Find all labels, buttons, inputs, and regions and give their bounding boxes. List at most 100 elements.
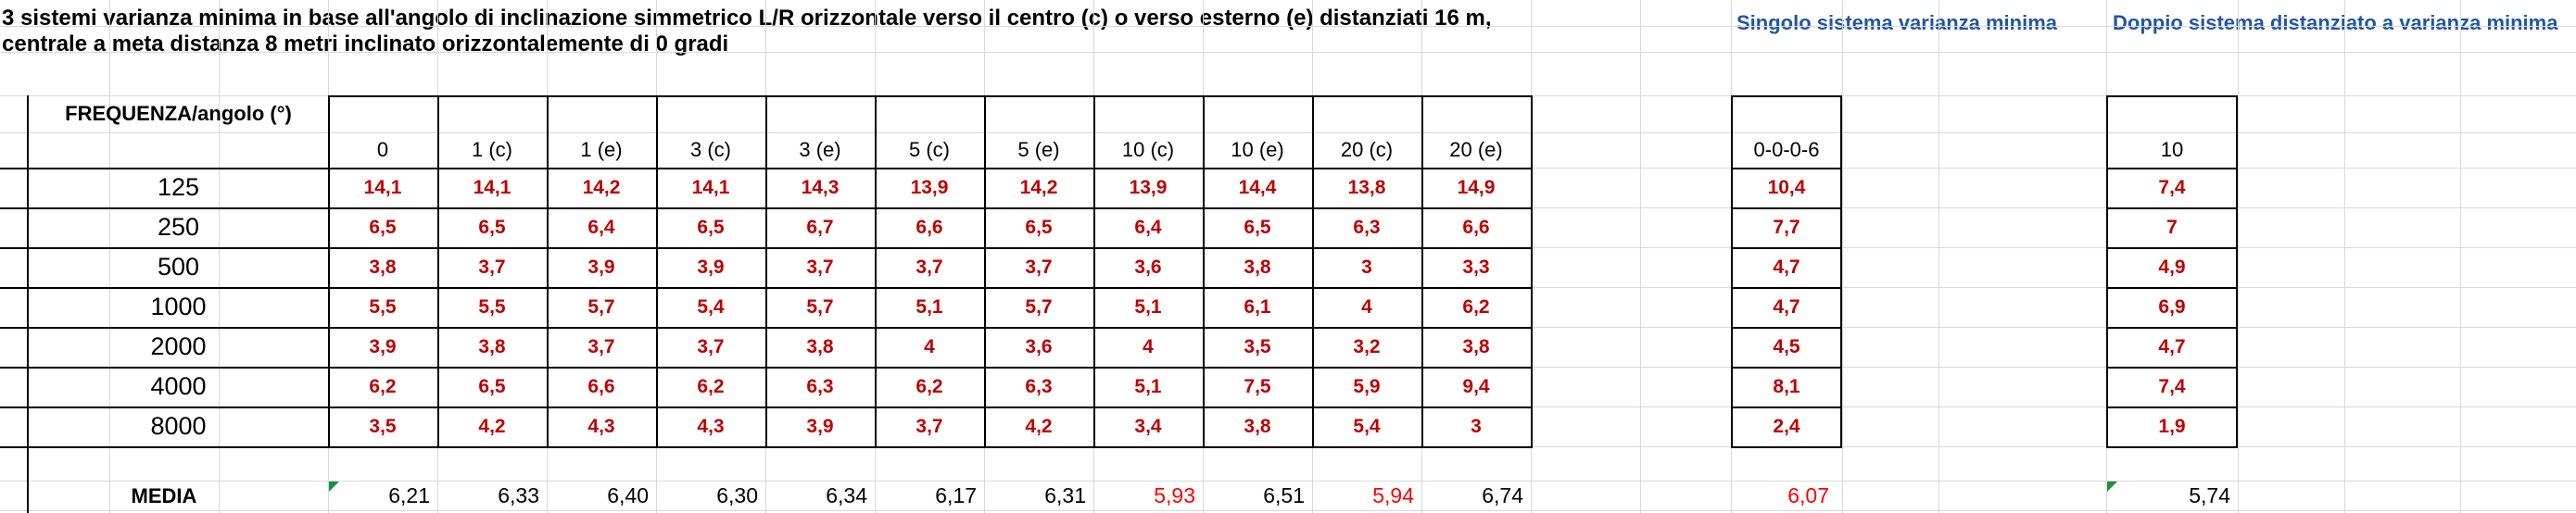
value-cell[interactable]: 3,9 [369,335,397,357]
value-cell[interactable]: 14,3 [801,176,840,198]
value-cell[interactable]: 6,5 [1025,216,1053,238]
value-cell[interactable]: 3,2 [1353,335,1381,357]
value-cell[interactable]: 4,3 [697,415,725,437]
singolo-value-cell[interactable]: 4,7 [1773,295,1800,318]
singolo-value-cell[interactable]: 10,4 [1767,176,1806,198]
value-cell[interactable]: 5,4 [697,295,725,318]
value-cell[interactable]: 3,6 [1134,256,1162,278]
media-value-cell[interactable]: 6,31 [1044,483,1086,507]
singolo-value-cell[interactable]: 2,4 [1773,415,1800,437]
value-cell[interactable]: 6,5 [697,216,725,238]
value-cell[interactable]: 6,4 [587,216,615,238]
media-value-cell[interactable]: 6,34 [826,483,867,507]
value-cell[interactable]: 5,5 [478,295,506,318]
value-cell[interactable]: 3,7 [1025,256,1053,278]
value-cell[interactable]: 4,2 [478,415,506,437]
value-cell[interactable]: 6,6 [915,216,943,238]
value-cell[interactable]: 3,9 [587,256,615,278]
value-cell[interactable]: 5,1 [1134,375,1162,397]
doppio-value-cell[interactable]: 4,7 [2158,335,2186,357]
frequency-cell[interactable]: 2000 [150,332,207,360]
media-value-cell[interactable]: 5,93 [1154,483,1195,507]
value-cell[interactable]: 13,9 [1129,176,1168,198]
value-cell[interactable]: 3,7 [806,256,834,278]
value-cell[interactable]: 6,2 [697,375,725,397]
doppio-value-cell[interactable]: 6,9 [2158,295,2186,318]
value-cell[interactable]: 3,4 [1134,415,1162,437]
value-cell[interactable]: 4 [1361,295,1372,318]
value-cell[interactable]: 3,8 [806,335,834,357]
frequency-cell[interactable]: 125 [157,173,200,201]
value-cell[interactable]: 5,1 [1134,295,1162,318]
value-cell[interactable]: 3,9 [697,256,725,278]
doppio-value-cell[interactable]: 7,4 [2158,176,2186,198]
value-cell[interactable]: 3,8 [1462,335,1490,357]
media-value-cell[interactable]: 6,33 [498,483,539,507]
value-cell[interactable]: 5,5 [369,295,397,318]
value-cell[interactable]: 3,7 [697,335,725,357]
value-cell[interactable]: 6,3 [1353,216,1381,238]
doppio-value-cell[interactable]: 7,4 [2158,375,2186,397]
value-cell[interactable]: 6,2 [915,375,943,397]
value-cell[interactable]: 6,4 [1134,216,1162,238]
angle-col-header[interactable]: 20 (c) [1340,138,1394,161]
value-cell[interactable]: 3,3 [1462,256,1490,278]
singolo-value-cell[interactable]: 4,5 [1773,335,1800,357]
value-cell[interactable]: 3,5 [369,415,397,437]
angle-col-header[interactable]: 20 (e) [1449,138,1503,161]
value-cell[interactable]: 5,9 [1353,375,1381,397]
value-cell[interactable]: 3,8 [369,256,397,278]
frequency-cell[interactable]: 4000 [150,372,207,400]
value-cell[interactable]: 7,5 [1244,375,1271,397]
value-cell[interactable]: 3,5 [1244,335,1271,357]
value-cell[interactable]: 3,7 [587,335,615,357]
value-cell[interactable]: 14,2 [582,176,621,198]
value-cell[interactable]: 5,7 [806,295,834,318]
doppio-value-cell[interactable]: 4,9 [2158,256,2186,278]
value-cell[interactable]: 3 [1471,415,1482,437]
angle-col-header[interactable]: 5 (c) [909,138,950,161]
angle-col-header[interactable]: 10 (e) [1231,138,1284,161]
value-cell[interactable]: 14,1 [363,176,402,198]
doppio-value-cell[interactable]: 7 [2166,216,2178,238]
value-cell[interactable]: 3,8 [1244,415,1271,437]
singolo-value-cell[interactable]: 7,7 [1773,216,1800,238]
value-cell[interactable]: 5,7 [1025,295,1053,318]
value-cell[interactable]: 6,7 [806,216,834,238]
value-cell[interactable]: 3,8 [1244,256,1271,278]
value-cell[interactable]: 6,2 [1462,295,1490,318]
frequency-cell[interactable]: 500 [157,253,200,281]
angle-col-header[interactable]: 3 (e) [799,138,841,161]
media-value-cell[interactable]: 6,30 [716,483,758,507]
singolo-col-header[interactable]: 0-0-0-6 [1753,138,1820,161]
value-cell[interactable]: 6,6 [587,375,615,397]
value-cell[interactable]: 14,9 [1457,176,1496,198]
value-cell[interactable]: 3 [1361,256,1372,278]
value-cell[interactable]: 3,8 [478,335,506,357]
value-cell[interactable]: 6,6 [1462,216,1490,238]
value-cell[interactable]: 3,7 [915,256,943,278]
value-cell[interactable]: 9,4 [1462,375,1490,397]
singolo-value-cell[interactable]: 4,7 [1773,256,1800,278]
frequency-cell[interactable]: 8000 [150,412,207,440]
media-value-cell[interactable]: 6,17 [935,483,977,507]
singolo-value-cell[interactable]: 8,1 [1773,375,1800,397]
value-cell[interactable]: 4 [924,335,935,357]
value-cell[interactable]: 6,5 [369,216,397,238]
doppio-value-cell[interactable]: 1,9 [2158,415,2186,437]
value-cell[interactable]: 14,2 [1019,176,1058,198]
angle-col-header[interactable]: 10 (c) [1121,138,1175,161]
frequency-cell[interactable]: 250 [157,213,200,241]
value-cell[interactable]: 5,7 [587,295,615,318]
value-cell[interactable]: 3,6 [1025,335,1053,357]
value-cell[interactable]: 6,2 [369,375,397,397]
value-cell[interactable]: 6,5 [1244,216,1271,238]
value-cell[interactable]: 3,7 [478,256,506,278]
value-cell[interactable]: 13,8 [1347,176,1386,198]
value-cell[interactable]: 5,1 [915,295,943,318]
value-cell[interactable]: 6,1 [1244,295,1271,318]
value-cell[interactable]: 4,2 [1025,415,1053,437]
media-value-cell[interactable]: 6,21 [388,483,430,507]
value-cell[interactable]: 4,3 [587,415,615,437]
value-cell[interactable]: 3,9 [806,415,834,437]
